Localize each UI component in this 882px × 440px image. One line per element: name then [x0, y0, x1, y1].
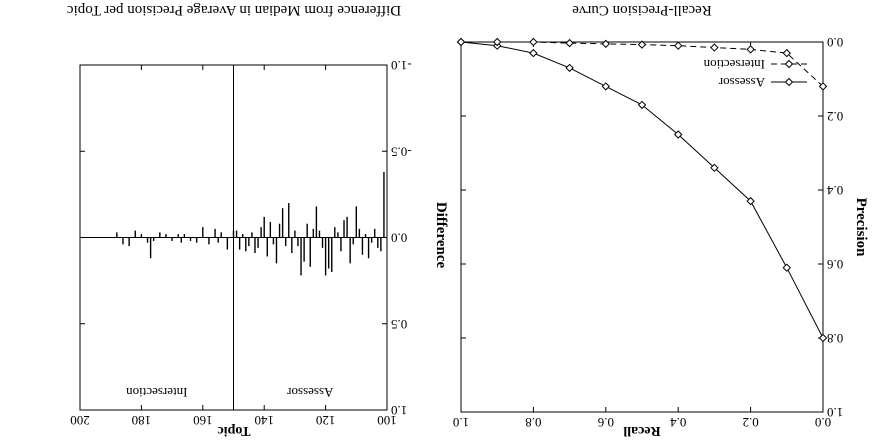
rp-point-intersection — [818, 82, 828, 91]
rp-y-tick-label: 0.6 — [827, 257, 844, 272]
rp-plot-frame — [460, 41, 824, 413]
rp-point-assessor — [529, 48, 538, 58]
diff-y-tick-label: 1.0 — [391, 403, 407, 418]
rp-x-tick-label: 0.4 — [670, 415, 687, 430]
rp-point-intersection — [710, 43, 719, 52]
rp-y-tick-label: 0.4 — [827, 183, 844, 198]
rp-point-assessor — [565, 63, 574, 73]
diff-x-tick-label: 180 — [132, 413, 152, 428]
diff-x-axis-label: Topic — [218, 423, 251, 438]
rp-point-intersection — [601, 39, 611, 49]
diff-x-tick-label: 140 — [254, 413, 274, 428]
diff-panel-label-intersection: Intersection — [126, 385, 188, 400]
diff-panels: Assessor Intersection — [126, 65, 333, 410]
rp-chart-title: Recall-Precision Curve — [572, 2, 712, 18]
rp-legend-label-assessor: Assessor — [718, 75, 765, 90]
recall-precision-chart: Recall-Precision Curve Recall Precision … — [453, 2, 869, 438]
rp-legend-label-intersection: Intersection — [703, 57, 765, 72]
rp-point-intersection — [565, 38, 574, 48]
rp-point-assessor — [710, 163, 719, 173]
diff-y-tick-label: -0.5 — [391, 144, 412, 159]
rp-x-tick-label: 0.0 — [815, 415, 831, 430]
rp-series-line-assessor — [460, 41, 824, 339]
figure-rotated-group: Recall-Precision Curve Recall Precision … — [67, 2, 869, 438]
rp-point-assessor — [601, 82, 611, 91]
rp-point-intersection — [456, 37, 466, 47]
rp-point-intersection — [673, 41, 683, 50]
rp-legend-marker-assessor — [784, 77, 794, 87]
diff-bars — [116, 171, 385, 276]
rp-series — [456, 37, 828, 343]
rp-point-intersection — [637, 40, 647, 49]
rp-y-tick-label: 0.2 — [827, 109, 843, 124]
diff-y-tick-label: 0.5 — [391, 317, 407, 332]
rp-y-tick-label: 0.8 — [827, 331, 843, 346]
rp-point-assessor — [746, 196, 755, 206]
rp-point-assessor — [782, 263, 792, 272]
rp-x-axis-label: Recall — [623, 423, 660, 438]
diff-ticks: 100 120 140 160 180 200 -1.0 -0.5 0.0 0.5 1.0 — [70, 58, 411, 428]
rp-point-assessor — [673, 130, 683, 139]
rp-y-axis-label: Precision — [853, 198, 869, 258]
diff-y-tick-label: 0.0 — [391, 231, 407, 246]
rp-x-tick-label: 0.8 — [525, 415, 541, 430]
diff-x-tick-label: 160 — [193, 413, 213, 428]
diff-y-tick-label: -1.0 — [391, 58, 412, 73]
rp-legend-marker-intersection — [784, 59, 794, 69]
rp-legend: Assessor Intersection — [703, 57, 807, 90]
rp-y-tick-label: 0.0 — [827, 35, 843, 50]
rp-y-tick-label: 1.0 — [827, 405, 843, 420]
diff-y-axis-label: Difference — [433, 202, 449, 269]
rp-point-intersection — [529, 37, 538, 47]
rp-point-assessor — [818, 333, 828, 343]
difference-chart: Difference from Median in Average Precis… — [67, 2, 449, 438]
diff-x-tick-label: 100 — [377, 413, 397, 428]
diff-chart-title: Difference from Median in Average Precis… — [67, 2, 402, 18]
rp-ticks: 0.00.20.40.60.81.00.00.20.40.60.81.0 — [453, 35, 843, 430]
rp-point-intersection — [492, 37, 502, 47]
rp-point-intersection — [782, 48, 792, 58]
rp-x-tick-label: 1.0 — [453, 415, 469, 430]
rp-point-intersection — [746, 45, 755, 54]
diff-x-tick-label: 200 — [70, 413, 90, 428]
rp-x-tick-label: 0.2 — [742, 415, 758, 430]
diff-x-tick-label: 120 — [316, 413, 336, 428]
diff-panel-label-assessor: Assessor — [286, 385, 333, 400]
rp-point-assessor — [637, 100, 647, 110]
rp-x-tick-label: 0.6 — [597, 415, 614, 430]
